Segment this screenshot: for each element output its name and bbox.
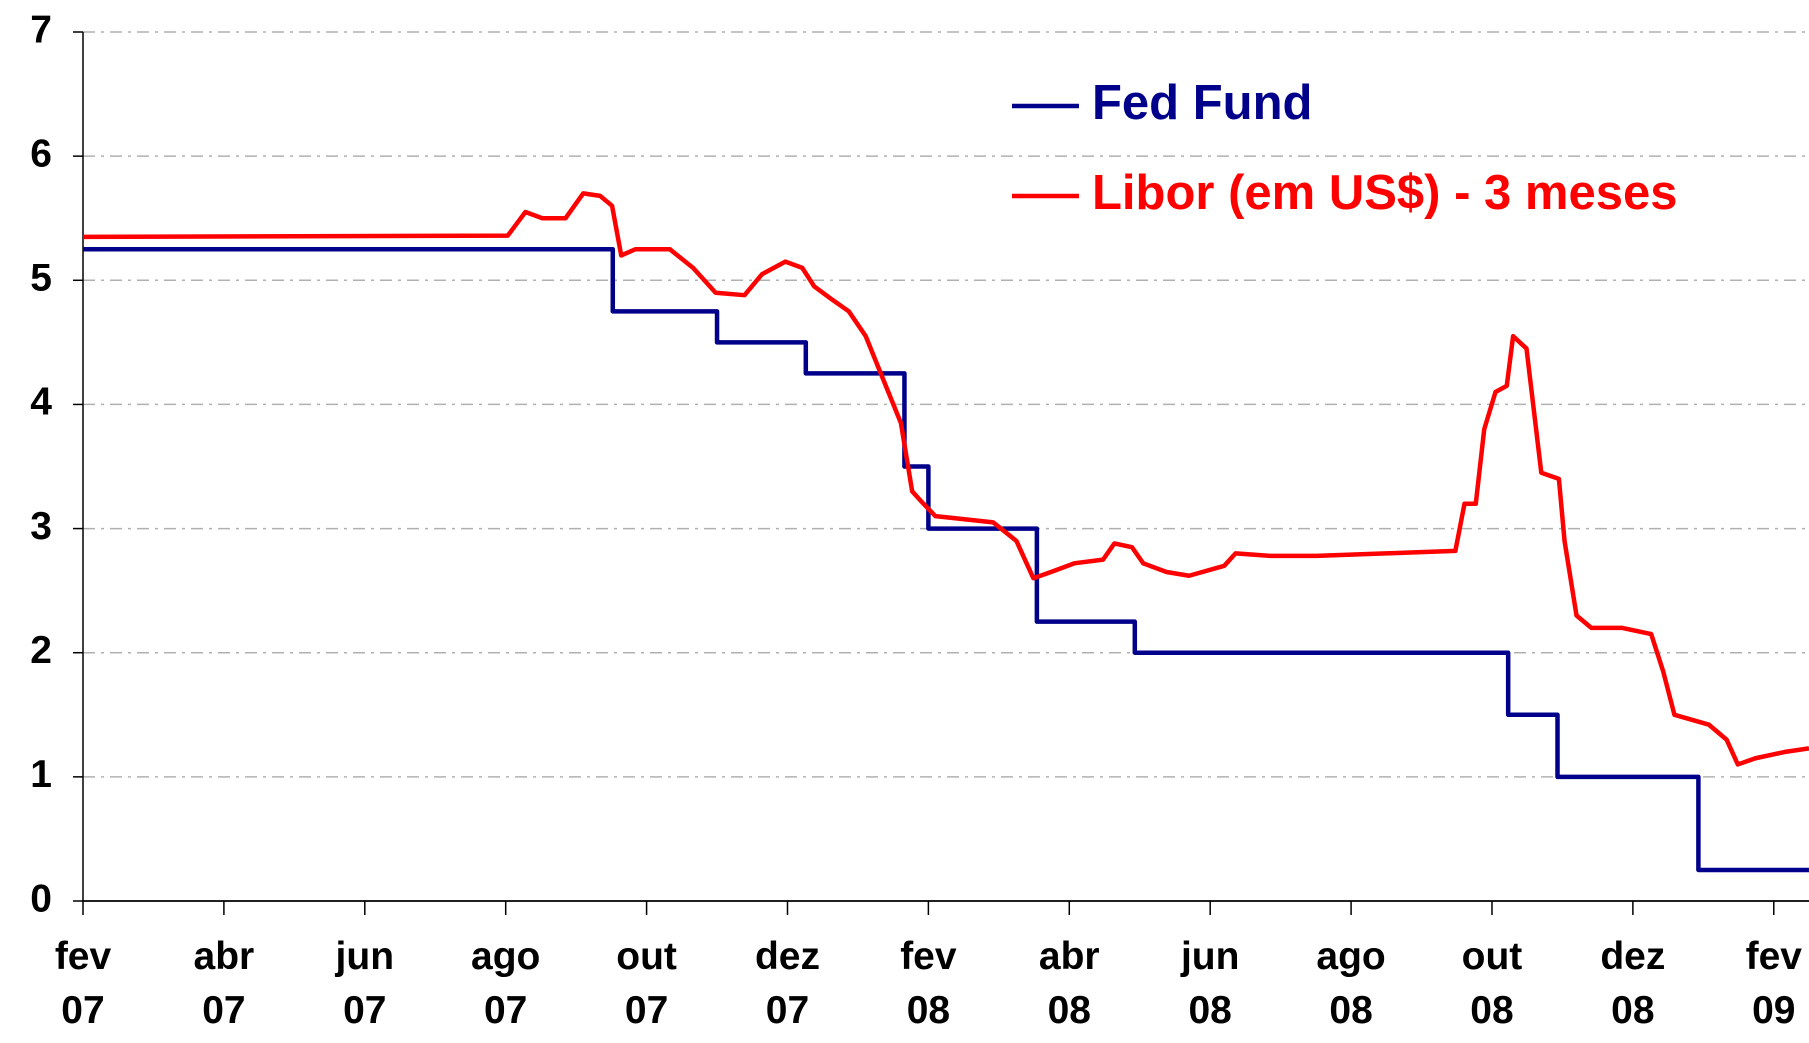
y-tick-label: 5 <box>30 257 52 300</box>
x-tick-label: jun 08 <box>1180 935 1239 1032</box>
y-tick-label: 2 <box>30 629 52 672</box>
x-tick-label: jun 07 <box>335 935 394 1032</box>
x-tick-label: dez 08 <box>1600 935 1665 1032</box>
x-tick-label: ago 07 <box>471 935 540 1032</box>
x-tick-label: abr 07 <box>194 935 255 1032</box>
x-tick-label: fev 07 <box>55 935 112 1032</box>
y-tick-label: 3 <box>30 505 52 548</box>
series-line <box>82 191 1809 767</box>
x-tick-label: fev 09 <box>1746 935 1803 1032</box>
y-tick-label: 0 <box>30 877 52 920</box>
legend-label: Libor (em US$) - 3 meses <box>1092 166 1677 220</box>
y-tick-label: 1 <box>30 753 52 796</box>
x-tick-label: out 08 <box>1462 935 1523 1032</box>
x-tick-label: out 07 <box>616 935 677 1032</box>
y-tick-label: 6 <box>30 132 52 175</box>
legend-label: Fed Fund <box>1092 76 1312 130</box>
series-line <box>83 247 1809 873</box>
y-tick-label: 4 <box>30 381 52 424</box>
x-tick-label: fev 08 <box>900 935 957 1032</box>
y-tick-label: 7 <box>30 8 52 51</box>
x-tick-label: dez 07 <box>755 935 820 1032</box>
x-tick-label: abr 08 <box>1039 935 1100 1032</box>
x-tick-label: ago 08 <box>1316 935 1385 1032</box>
